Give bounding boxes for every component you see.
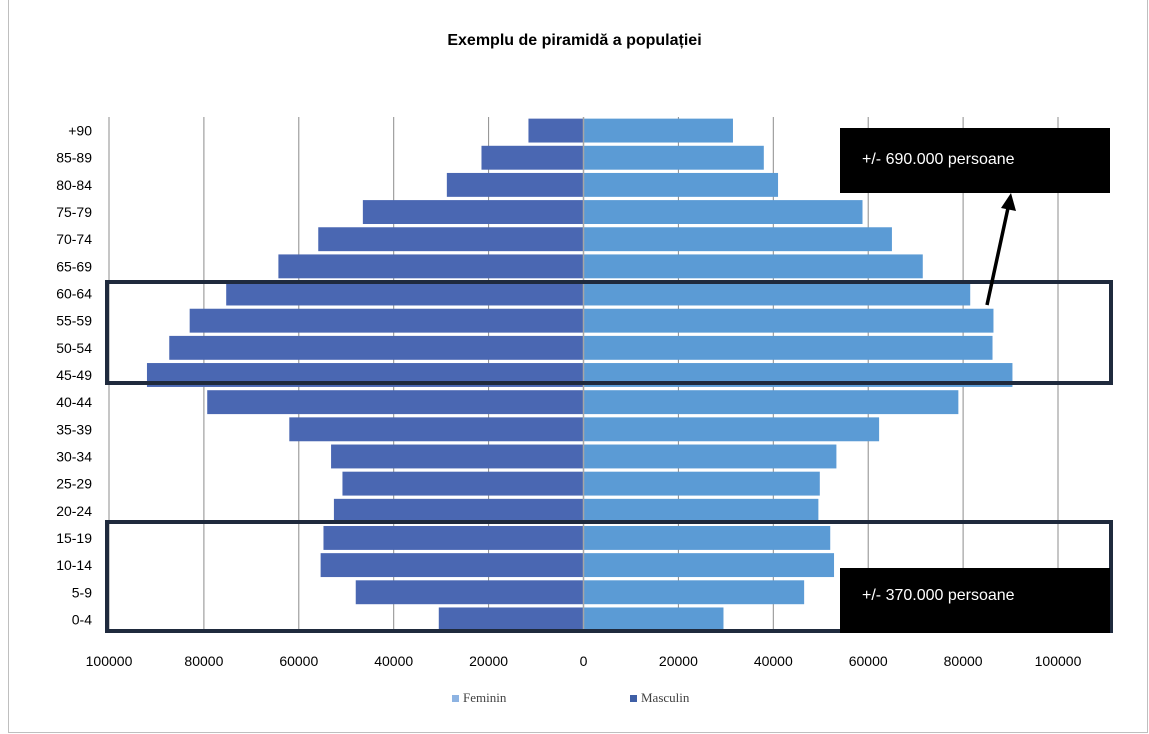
x-tick-label: 80000 <box>944 653 983 669</box>
bar-feminin-30-34 <box>583 444 837 469</box>
x-tick-label: 60000 <box>279 653 318 669</box>
bar-feminin-65-69 <box>583 254 923 279</box>
bar-masculin-50-54 <box>169 335 584 360</box>
y-tick-label: 15-19 <box>56 530 92 546</box>
annotation-text-top: +/- 690.000 persoane <box>862 151 1015 168</box>
highlight-frame-0-19 <box>105 520 1113 633</box>
chart-legend: Feminin Masculin <box>0 690 1149 710</box>
bar-feminin-5-9 <box>583 580 805 605</box>
x-tick-label: 20000 <box>469 653 508 669</box>
bar-masculin-25-29 <box>342 471 584 496</box>
bar-masculin-5-9 <box>355 580 584 605</box>
annotation-box-bottom <box>840 568 1110 633</box>
bar-feminin-50-54 <box>583 335 993 360</box>
bar-masculin-40-44 <box>207 390 584 415</box>
x-tick-label: 100000 <box>86 653 133 669</box>
y-tick-label: +90 <box>68 123 92 139</box>
bar-feminin-35-39 <box>583 417 880 442</box>
bar-feminin-+90 <box>583 118 733 143</box>
annotation-box-top <box>840 128 1110 193</box>
bar-masculin-60-64 <box>226 281 584 306</box>
x-tick-label: 40000 <box>754 653 793 669</box>
bar-masculin-35-39 <box>289 417 584 442</box>
y-tick-label: 35-39 <box>56 421 92 437</box>
bar-masculin-45-49 <box>146 363 584 387</box>
y-tick-label: 5-9 <box>72 584 92 600</box>
bar-masculin-75-79 <box>362 200 584 225</box>
x-tick-label: 60000 <box>849 653 888 669</box>
y-tick-label: 65-69 <box>56 258 92 274</box>
bar-feminin-70-74 <box>583 227 892 252</box>
bar-masculin-+90 <box>528 118 584 143</box>
bar-feminin-10-14 <box>583 553 835 578</box>
y-tick-label: 25-29 <box>56 476 92 492</box>
y-tick-label: 0-4 <box>72 611 92 627</box>
y-tick-label: 70-74 <box>56 231 92 247</box>
highlight-frame-45-64 <box>105 280 1113 385</box>
annotation-arrow-line <box>985 207 1010 306</box>
x-tick-label: 0 <box>580 653 588 669</box>
annotation-arrow-head <box>1001 193 1016 211</box>
bar-masculin-85-89 <box>481 145 584 170</box>
y-tick-label: 80-84 <box>56 177 92 193</box>
bar-feminin-75-79 <box>583 200 863 225</box>
legend-label-feminin: Feminin <box>463 690 507 705</box>
y-tick-label: 40-44 <box>56 394 92 410</box>
bar-feminin-25-29 <box>583 471 820 496</box>
x-tick-label: 80000 <box>184 653 223 669</box>
bar-masculin-10-14 <box>320 553 584 578</box>
legend-label-masculin: Masculin <box>641 690 690 705</box>
legend-swatch-feminin <box>452 694 459 702</box>
bar-masculin-0-4 <box>438 607 584 632</box>
bar-feminin-85-89 <box>583 145 764 170</box>
x-tick-label: 40000 <box>374 653 413 669</box>
bar-feminin-45-49 <box>583 363 1013 387</box>
bar-masculin-65-69 <box>278 254 584 279</box>
annotation-text-bottom: +/- 370.000 persoane <box>862 587 1015 604</box>
legend-item-feminin: Feminin <box>452 690 506 706</box>
bar-feminin-60-64 <box>583 281 971 306</box>
bar-feminin-20-24 <box>583 498 819 523</box>
x-tick-label: 20000 <box>659 653 698 669</box>
y-tick-label: 85-89 <box>56 150 92 166</box>
y-tick-label: 30-34 <box>56 448 92 464</box>
y-tick-label: 50-54 <box>56 340 92 356</box>
y-tick-label: 20-24 <box>56 503 92 519</box>
y-tick-label: 45-49 <box>56 367 92 383</box>
bar-masculin-80-84 <box>446 172 584 197</box>
y-tick-label: 10-14 <box>56 557 92 573</box>
y-tick-label: 75-79 <box>56 204 92 220</box>
bar-masculin-15-19 <box>323 525 584 550</box>
legend-item-masculin: Masculin <box>630 690 689 706</box>
bar-masculin-30-34 <box>331 444 584 469</box>
bar-feminin-55-59 <box>583 308 994 333</box>
y-tick-label: 55-59 <box>56 313 92 329</box>
bar-masculin-55-59 <box>189 308 584 333</box>
chart-title: Exemplu de piramidă a populației <box>447 32 702 49</box>
chart-frame <box>8 0 1148 733</box>
bar-masculin-20-24 <box>333 498 584 523</box>
bar-feminin-0-4 <box>583 607 724 632</box>
bar-feminin-40-44 <box>583 390 959 415</box>
bar-masculin-70-74 <box>318 227 584 252</box>
bar-feminin-80-84 <box>583 172 779 197</box>
y-tick-label: 60-64 <box>56 286 92 302</box>
legend-swatch-masculin <box>630 694 637 702</box>
bar-feminin-15-19 <box>583 525 831 550</box>
x-tick-label: 100000 <box>1035 653 1082 669</box>
